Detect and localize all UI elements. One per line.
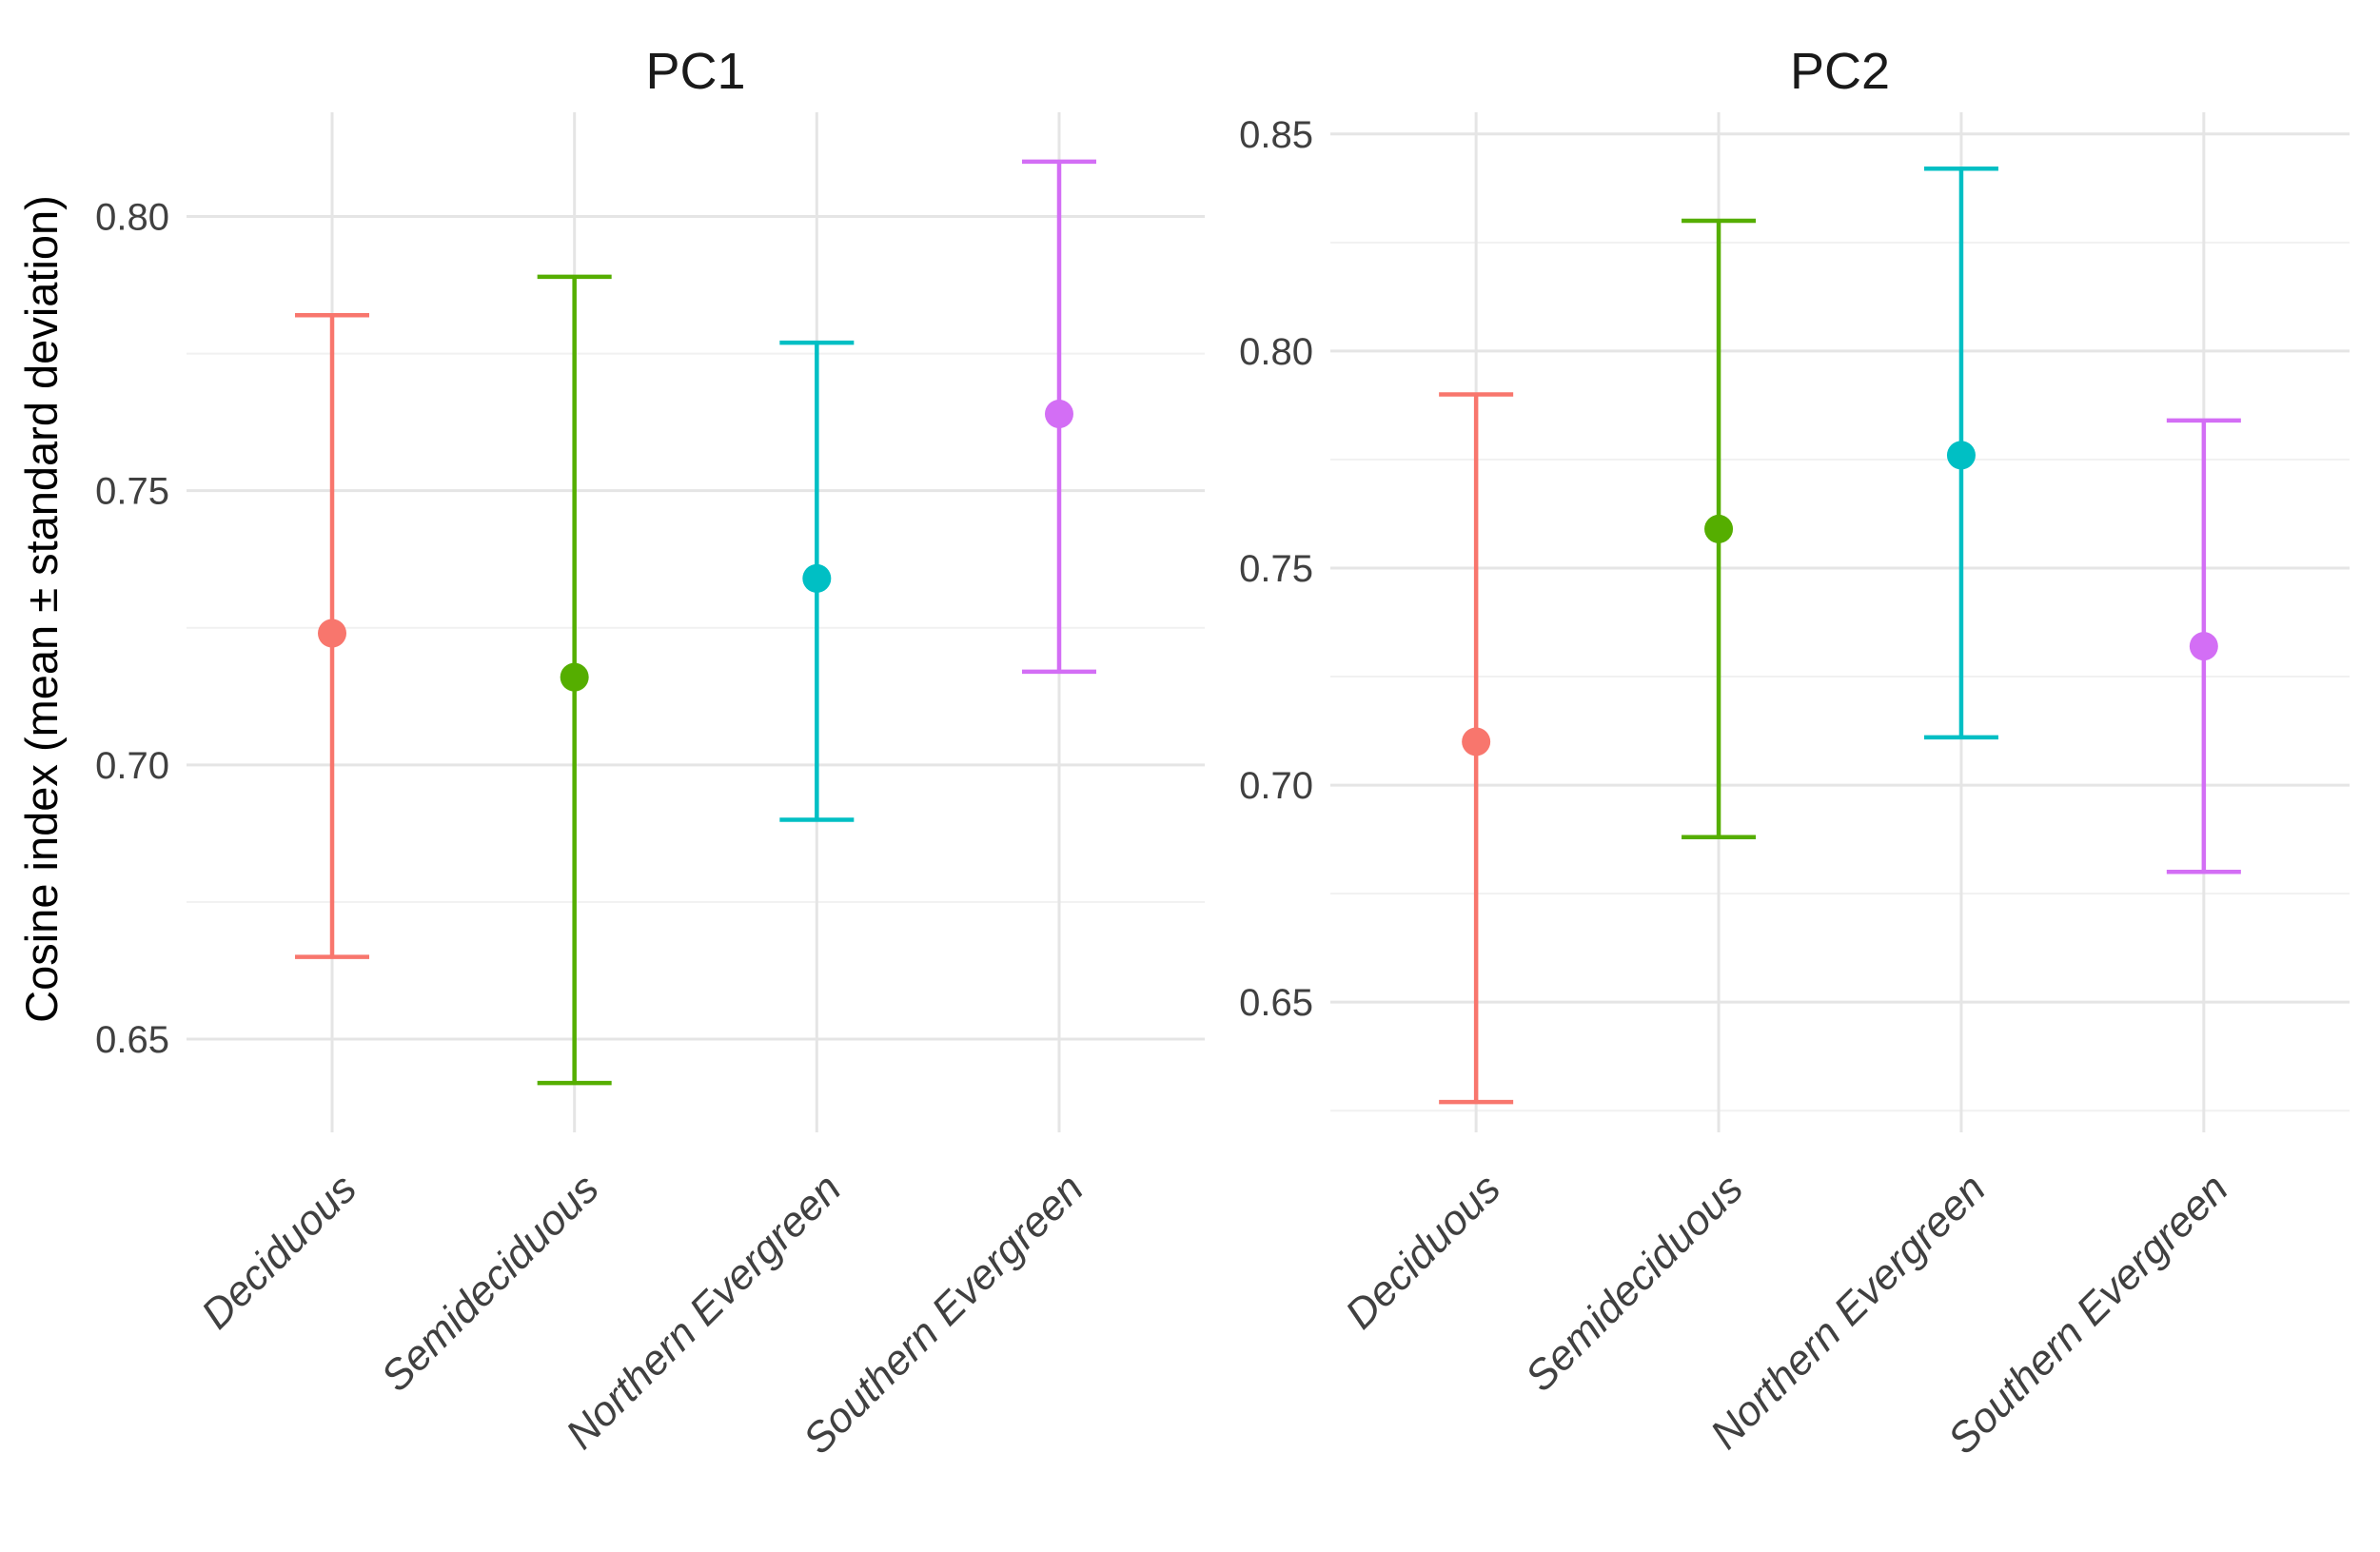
mean-point-semideciduous-pc2: [1704, 514, 1734, 543]
y-axis-label: Cosine index (mean ± standard deviation): [16, 195, 67, 1023]
mean-point-semideciduous-pc1: [560, 662, 589, 692]
y-tick-label-pc1: 0.75: [95, 471, 169, 513]
y-tick-label-pc2: 0.75: [1239, 548, 1313, 590]
x-category-label-pc1: Northern Evergreen: [558, 1165, 851, 1458]
mean-point-southern-evergreen-pc2: [2189, 632, 2218, 661]
x-category-label-pc1: Deciduous: [192, 1165, 365, 1338]
mean-point-northern-evergreen-pc1: [802, 563, 832, 593]
x-category-label-pc1: Semideciduous: [372, 1165, 607, 1400]
y-tick-label-pc2: 0.85: [1239, 114, 1313, 156]
x-category-label-pc2: Southern Evergreen: [1939, 1165, 2237, 1463]
x-category-label-pc1: Southern Evergreen: [795, 1165, 1092, 1463]
y-tick-label-pc1: 0.80: [95, 197, 169, 239]
mean-point-deciduous-pc1: [318, 619, 347, 648]
y-tick-label-pc2: 0.80: [1239, 331, 1313, 373]
mean-point-northern-evergreen-pc2: [1946, 441, 1976, 470]
facet-title-pc2: PC2: [1789, 43, 1891, 100]
x-category-label-pc2: Semideciduous: [1517, 1165, 1752, 1400]
mean-point-southern-evergreen-pc1: [1044, 399, 1073, 428]
mean-point-deciduous-pc2: [1462, 727, 1491, 756]
y-tick-label-pc1: 0.65: [95, 1019, 169, 1061]
x-category-label-pc2: Deciduous: [1337, 1165, 1510, 1338]
y-tick-label-pc2: 0.70: [1239, 765, 1313, 807]
y-tick-label-pc2: 0.65: [1239, 982, 1313, 1024]
facet-title-pc1: PC1: [645, 43, 746, 100]
x-category-label-pc2: Northern Evergreen: [1701, 1165, 1995, 1458]
y-tick-label-pc1: 0.70: [95, 745, 169, 787]
